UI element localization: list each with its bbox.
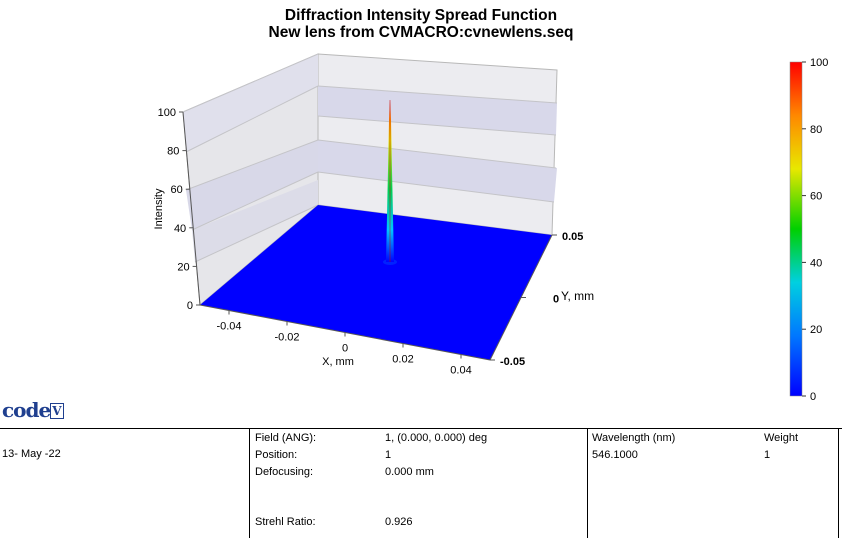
field-label: Field (ANG): [255,432,317,444]
x-tick-label: 0.04 [450,365,471,377]
chart-subtitle: New lens from CVMACRO:cvnewlens.seq [268,24,574,41]
colorbar-tick-label: 20 [810,324,822,336]
field-value: 1, (0.000, 0.000) deg [385,432,488,444]
strehl-label: Strehl Ratio: [255,516,316,528]
divider [838,429,839,538]
colorbar-tick-label: 40 [810,257,822,269]
defocusing-label: Defocusing: [255,466,314,478]
z-tick-label: 0 [187,300,193,312]
colorbar-tick-label: 60 [810,191,822,203]
wavelength-value: 546.1000 [592,449,638,461]
divider [587,429,588,538]
codev-logo: code V [2,398,64,422]
y-tick-label: -0.05 [500,356,525,368]
x-tick-label: 0 [342,343,348,355]
wall-bands [183,54,557,262]
colorbar [789,61,803,397]
psf-peak [383,100,397,265]
y-axis-label: Y, mm [561,289,594,303]
colorbar-tick-label: 80 [810,124,822,136]
strehl-value: 0.926 [385,516,413,528]
x-axis-ticks: -0.04 -0.02 0 0.02 0.04 [216,310,472,377]
z-tick-label: 100 [158,107,176,119]
codev-logo-text: code [2,398,51,422]
position-value: 1 [385,449,392,461]
y-axis-ticks: 0.05 0 -0.05 [490,231,583,368]
wavelength-label: Wavelength (nm) [592,432,676,444]
defocusing-value: 0.000 mm [385,466,434,478]
position-label: Position: [255,449,298,461]
colorbar-tick-label: 100 [810,57,828,69]
info-panel: 13- May -22 Field (ANG): 1, (0.000, 0.00… [0,428,842,538]
codev-logo-v: V [50,403,64,419]
z-tick-label: 60 [171,184,183,196]
x-tick-label: 0.02 [392,354,413,366]
colorbar-ticks: 0 20 40 60 80 100 [802,57,828,403]
x-axis-label: X, mm [322,356,354,368]
z-tick-label: 80 [167,146,179,158]
x-tick-label: -0.04 [216,321,241,333]
z-axis-ticks: 0 20 40 60 80 100 [158,107,200,312]
divider [249,429,250,538]
z-tick-label: 40 [174,223,186,235]
z-axis-label: Intensity [153,188,165,229]
date-text: 13- May -22 [2,448,61,460]
psf-surface-plot: 0 20 40 60 80 100 Intensity -0.04 -0.02 0 0.02 0.… [153,53,828,403]
x-tick-label: -0.02 [274,332,299,344]
weight-value: 1 [764,449,771,461]
weight-label: Weight [764,432,799,444]
y-tick-label: 0.05 [562,231,583,243]
z-axis-line [182,111,201,306]
y-tick-label: 0 [553,294,559,306]
z-tick-label: 20 [177,261,189,273]
chart-title: Diffraction Intensity Spread Function [284,7,558,24]
colorbar-tick-label: 0 [810,391,816,403]
wall-gridlines [182,53,558,263]
